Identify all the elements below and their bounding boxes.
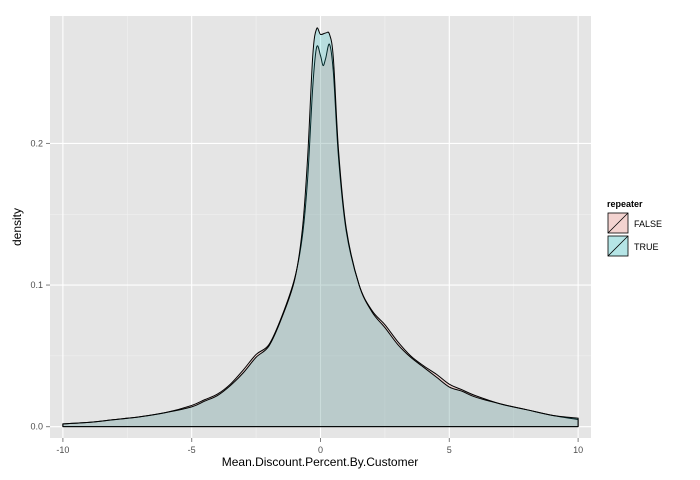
x-tick-label: 0 — [318, 445, 323, 455]
x-axis-ticks: -10 -5 0 5 10 — [56, 438, 583, 455]
legend-key-diagonal — [607, 235, 629, 257]
y-axis-ticks: 0.0 0.1 0.2 — [30, 138, 50, 432]
legend-title: repeater — [607, 199, 643, 209]
x-tick-label: 5 — [447, 445, 452, 455]
legend: repeater FALSE TRUE — [606, 199, 662, 258]
legend-label-false: FALSE — [634, 219, 662, 229]
y-tick-label: 0.1 — [30, 280, 43, 290]
y-tick-label: 0.2 — [30, 138, 43, 148]
grid-lines — [50, 16, 591, 438]
density-areas — [62, 27, 579, 428]
x-tick-label: -5 — [188, 445, 196, 455]
legend-label-true: TRUE — [634, 242, 659, 252]
x-tick-label: 10 — [573, 445, 583, 455]
density-area-true — [62, 27, 579, 428]
legend-items: FALSE TRUE — [606, 211, 662, 258]
y-tick-label: 0.0 — [30, 422, 43, 432]
y-axis-title: density — [10, 208, 24, 246]
legend-key-diagonal — [607, 212, 629, 234]
x-axis-title: Mean.Discount.Percent.By.Customer — [222, 455, 419, 469]
x-tick-label: -10 — [56, 445, 69, 455]
density-area-false — [62, 43, 579, 428]
